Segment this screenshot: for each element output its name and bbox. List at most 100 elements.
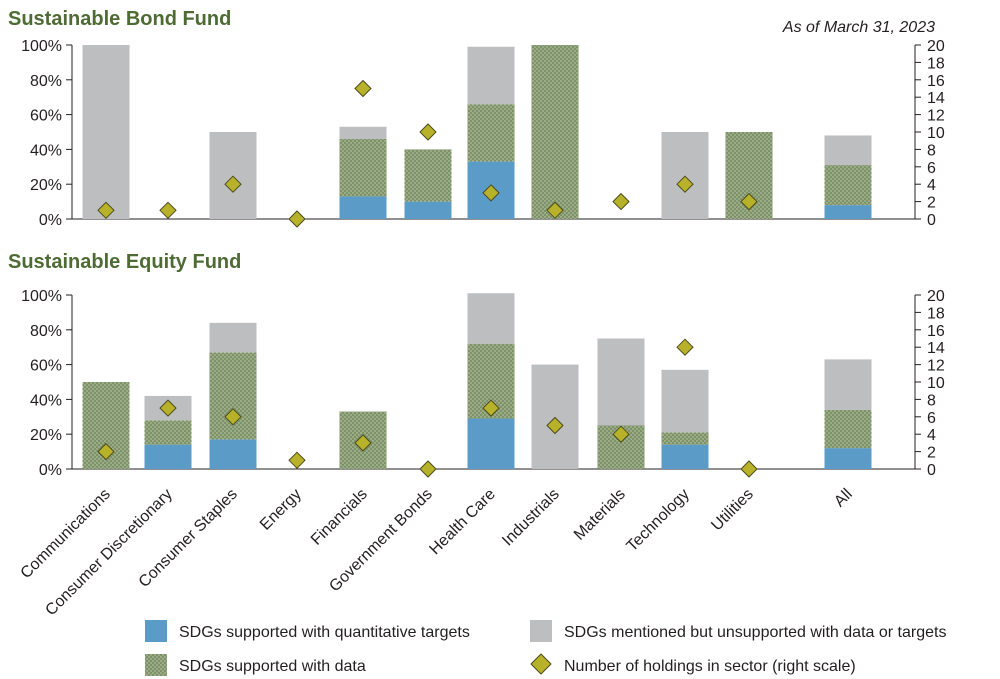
holdings-marker-communications — [97, 442, 115, 461]
equity-fund-title: Sustainable Equity Fund — [8, 251, 241, 273]
right-tick-label: 12 — [927, 358, 945, 375]
holdings-marker-health-care — [482, 399, 500, 417]
legend-swatch-quant — [145, 620, 167, 642]
bar-data-technology — [661, 432, 709, 445]
bar-data-consumer-staples — [209, 352, 257, 440]
category-label-technology: Technology — [624, 486, 693, 555]
bar-quant-consumer-discretionary — [144, 444, 192, 469]
legend: SDGs supported with quantitative targets… — [145, 620, 946, 676]
right-tick-label: 2 — [927, 445, 936, 462]
bar-unsupported-consumer-staples — [209, 322, 257, 353]
bar-unsupported-materials — [597, 338, 645, 426]
category-label-energy: Energy — [257, 486, 305, 534]
category-label-all: All — [831, 486, 856, 511]
bar-quant-government-bonds — [404, 201, 452, 219]
bar-data-all — [824, 409, 872, 449]
right-tick-label: 20 — [927, 38, 945, 55]
left-tick-label: 80% — [30, 73, 62, 90]
holdings-marker-materials — [612, 425, 630, 443]
as-of-date: As of March 31, 2023 — [782, 19, 935, 36]
category-label-industrials: Industrials — [499, 486, 563, 550]
right-tick-label: 6 — [927, 160, 936, 177]
bar-data-consumer-discretionary — [144, 420, 192, 445]
right-tick-label: 20 — [927, 288, 945, 305]
bar-unsupported-financials — [339, 126, 387, 139]
holdings-marker-government-bonds — [419, 460, 437, 478]
right-tick-label: 14 — [927, 340, 945, 357]
bar-data-all — [824, 165, 872, 206]
right-tick-label: 0 — [927, 212, 936, 229]
right-tick-label: 18 — [927, 305, 945, 322]
right-tick-label: 8 — [927, 142, 936, 159]
holdings-marker-technology — [676, 175, 694, 193]
holdings-marker-utilities — [740, 192, 758, 211]
bar-data-industrials — [531, 45, 579, 219]
right-tick-label: 12 — [927, 108, 945, 125]
holdings-marker-health-care — [482, 184, 500, 202]
legend-label: SDGs supported with quantitative targets — [179, 624, 470, 641]
bar-quant-consumer-staples — [209, 439, 257, 469]
holdings-marker-energy — [288, 451, 306, 470]
holdings-marker-consumer-discretionary — [159, 399, 177, 417]
category-label-consumer-discretionary: Consumer Discretionary — [42, 486, 175, 619]
holdings-marker-consumer-staples — [224, 408, 242, 426]
left-tick-label: 40% — [30, 142, 62, 159]
holdings-marker-materials — [612, 192, 630, 211]
right-tick-label: 6 — [927, 410, 936, 427]
category-label-health-care: Health Care — [426, 486, 498, 558]
bar-quant-technology — [661, 444, 709, 469]
right-tick-label: 14 — [927, 90, 945, 107]
holdings-marker-consumer-staples — [224, 175, 242, 193]
bar-unsupported-all — [824, 135, 872, 166]
legend-label: SDGs mentioned but unsupported with data… — [564, 624, 946, 641]
holdings-marker-industrials — [546, 416, 564, 435]
right-tick-label: 0 — [927, 462, 936, 479]
left-tick-label: 0% — [39, 212, 62, 229]
holdings-marker-government-bonds — [419, 123, 437, 141]
holdings-marker-financials — [354, 79, 372, 98]
legend-swatch-diamond — [530, 653, 552, 675]
bar-quant-health-care — [467, 418, 515, 469]
left-tick-label: 100% — [21, 288, 62, 305]
left-tick-label: 20% — [30, 177, 62, 194]
bar-unsupported-communications — [82, 45, 130, 219]
holdings-marker-energy — [288, 210, 306, 228]
right-tick-label: 18 — [927, 55, 945, 72]
bar-quant-all — [824, 205, 872, 219]
left-tick-label: 100% — [21, 38, 62, 55]
legend-swatch-data — [145, 654, 167, 676]
right-tick-label: 4 — [927, 177, 936, 194]
left-tick-label: 0% — [39, 462, 62, 479]
bar-unsupported-health-care — [467, 293, 515, 344]
right-tick-label: 4 — [927, 427, 936, 444]
legend-item-data: SDGs supported with data — [145, 654, 366, 676]
right-tick-label: 16 — [927, 73, 945, 90]
bar-data-financials — [339, 138, 387, 197]
category-label-financials: Financials — [308, 486, 371, 549]
legend-swatch-unsupported — [530, 620, 552, 642]
left-tick-label: 80% — [30, 323, 62, 340]
left-tick-label: 40% — [30, 392, 62, 409]
holdings-marker-industrials — [546, 201, 564, 220]
bar-data-health-care — [467, 104, 515, 162]
legend-label: Number of holdings in sector (right scal… — [564, 658, 856, 675]
legend-label: SDGs supported with data — [179, 658, 366, 675]
legend-item-unsupported: SDGs mentioned but unsupported with data… — [530, 620, 946, 642]
category-label-utilities: Utilities — [708, 486, 756, 534]
right-tick-label: 8 — [927, 392, 936, 409]
legend-item-quant: SDGs supported with quantitative targets — [145, 620, 470, 642]
left-tick-label: 60% — [30, 358, 62, 375]
left-tick-label: 20% — [30, 427, 62, 444]
category-label-materials: Materials — [571, 486, 629, 544]
bar-data-government-bonds — [404, 149, 452, 202]
right-tick-label: 2 — [927, 195, 936, 212]
holdings-marker-consumer-discretionary — [159, 201, 177, 220]
right-tick-label: 10 — [927, 375, 945, 392]
holdings-marker-financials — [354, 434, 372, 452]
holdings-marker-communications — [97, 201, 115, 220]
bar-unsupported-all — [824, 359, 872, 410]
